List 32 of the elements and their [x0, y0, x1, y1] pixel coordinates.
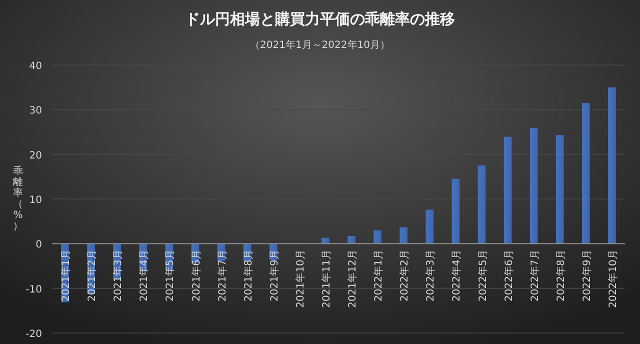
x-tick-label: 2022年6月 — [502, 250, 515, 302]
x-tick-label: 2022年10月 — [606, 250, 619, 308]
x-tick-label: 2021年12月 — [346, 250, 359, 308]
chart-title: ドル円相場と購買力平価の乖離率の推移 — [185, 10, 455, 28]
x-tick-label: 2021年2月 — [86, 250, 98, 302]
x-tick-label: 2022年4月 — [450, 250, 463, 302]
x-tick-label: 2021年7月 — [216, 250, 228, 302]
x-tick-label: 2021年10月 — [294, 250, 306, 308]
x-tick-label: 2021年1月 — [60, 250, 72, 302]
x-tick-label: 2021年8月 — [242, 250, 254, 302]
y-tick-label: -10 — [26, 284, 42, 296]
x-tick-label: 2021年4月 — [138, 250, 150, 302]
y-tick-label: 20 — [29, 150, 42, 162]
x-tick-label: 2022年2月 — [398, 250, 411, 302]
y-tick-label: 10 — [29, 195, 42, 206]
x-tick-label: 2021年11月 — [320, 250, 332, 308]
x-tick-label: 2022年3月 — [424, 250, 437, 302]
x-tick-label: 2021年5月 — [164, 250, 176, 302]
x-tick-label: 2022年8月 — [554, 250, 567, 302]
x-tick-label: 2022年1月 — [372, 250, 385, 302]
x-tick-label: 2022年5月 — [476, 250, 489, 302]
x-tick-label: 2022年7月 — [528, 250, 541, 302]
x-tick-label: 2021年3月 — [112, 250, 124, 302]
x-tick-label: 2022年9月 — [580, 250, 593, 302]
y-tick-label: 0 — [36, 240, 42, 251]
y-tick-label: 40 — [29, 61, 42, 72]
chart-subtitle: （2021年1月～2022年10月） — [250, 39, 390, 51]
y-axis-title: 乖離率（%） — [13, 165, 23, 232]
x-tick-label: 2021年6月 — [190, 250, 202, 302]
x-tick-label: 2021年9月 — [268, 250, 280, 302]
y-tick-label: -20 — [26, 329, 42, 340]
y-tick-label: 30 — [29, 106, 42, 117]
